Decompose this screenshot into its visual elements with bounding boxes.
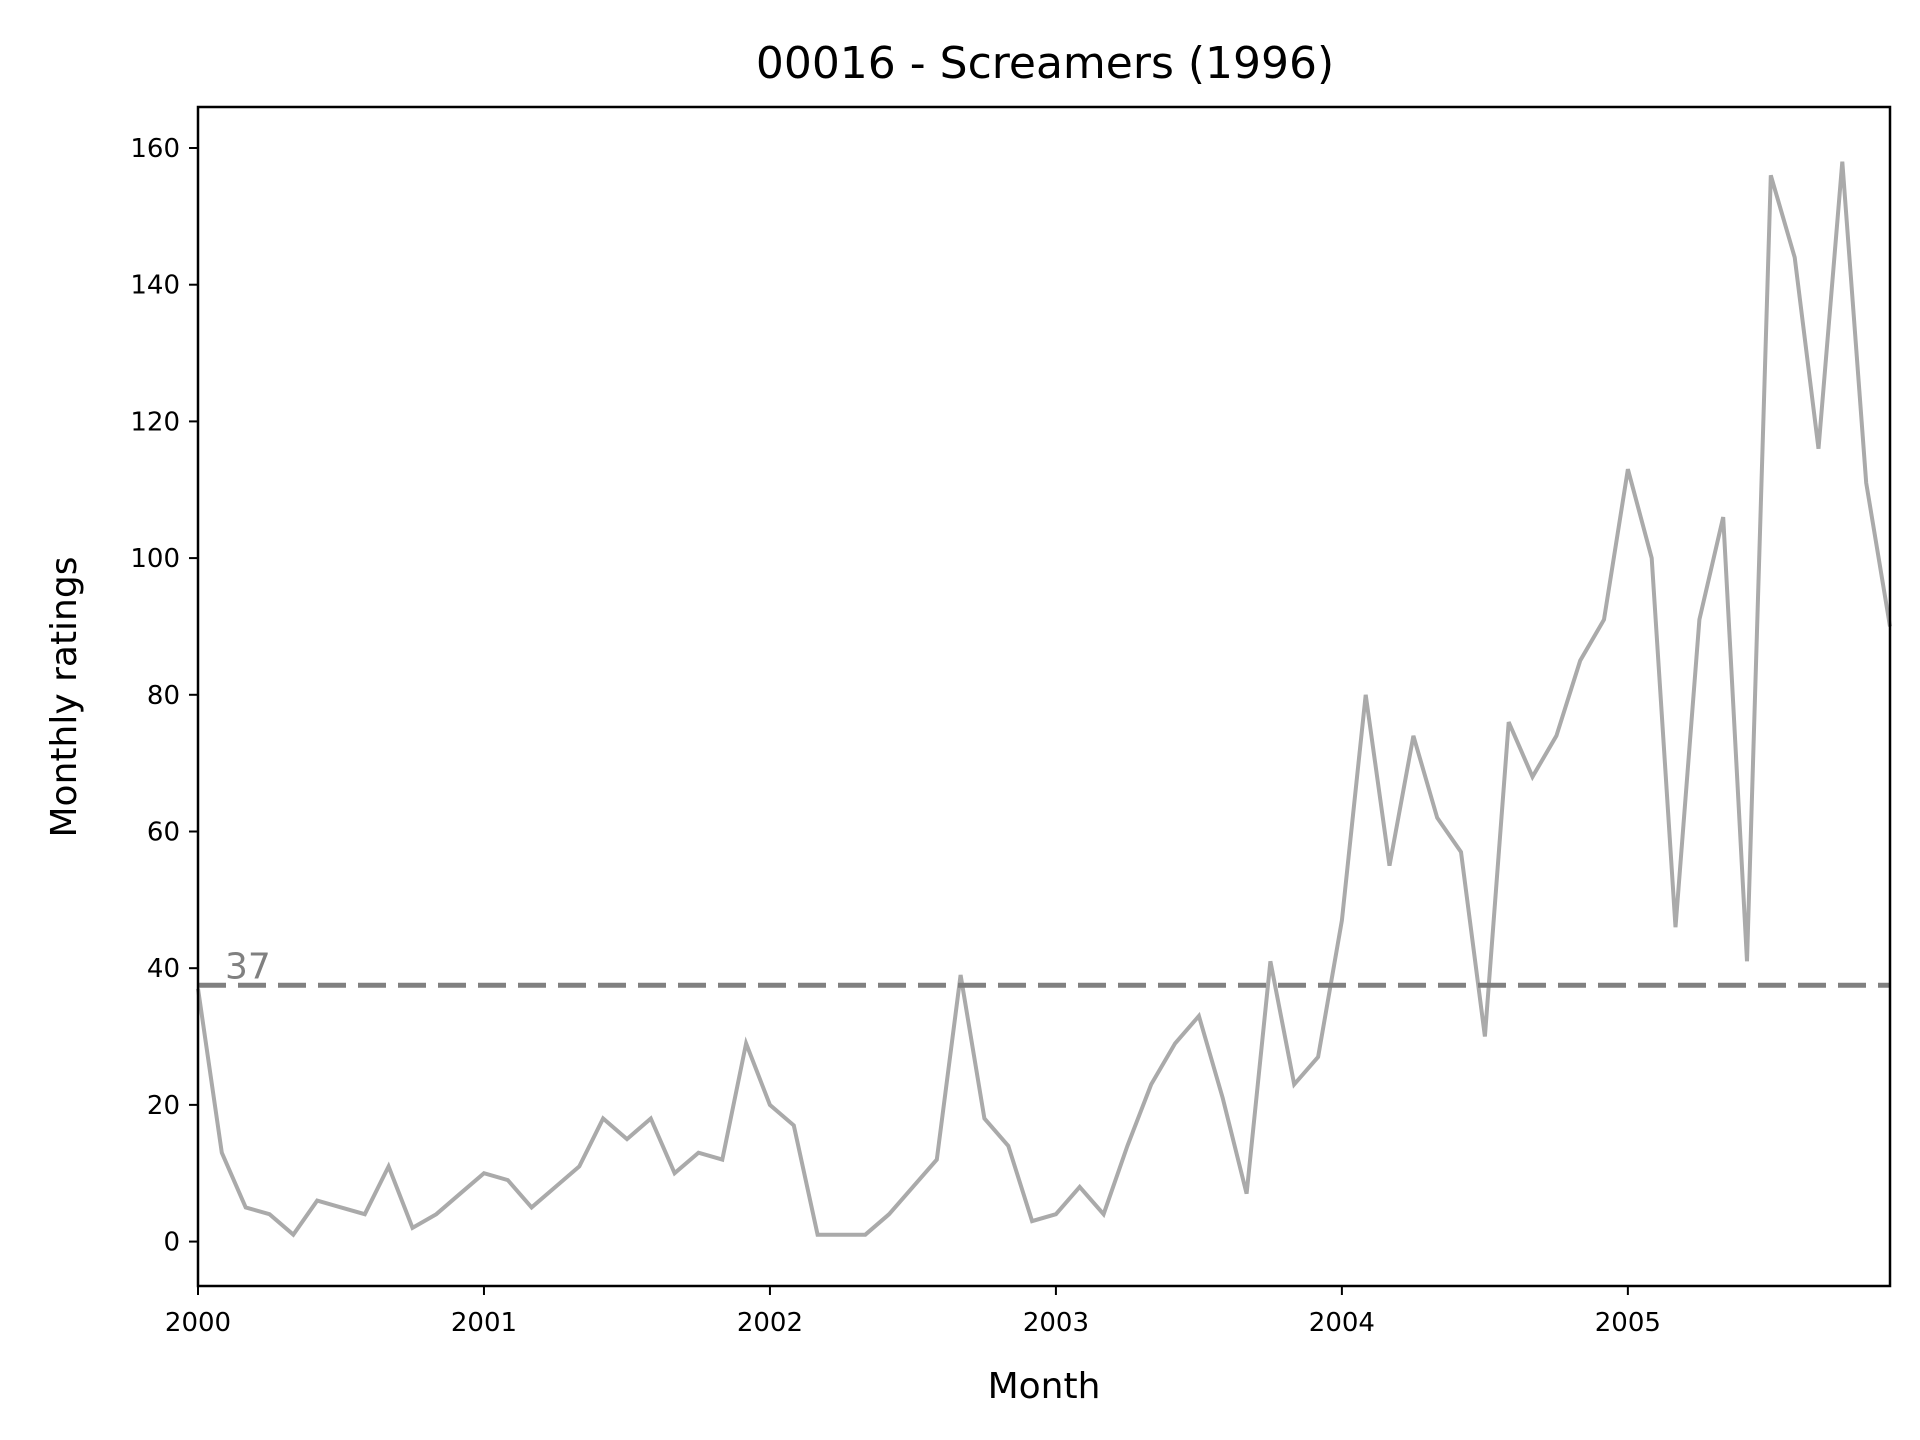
- x-tick-label: 2000: [165, 1308, 231, 1338]
- y-tick-label: 100: [130, 544, 180, 574]
- reference-line-label: 37: [225, 946, 271, 987]
- plot-area: 37: [196, 161, 1892, 1238]
- x-tick-label: 2001: [451, 1308, 517, 1338]
- y-tick-label: 40: [147, 954, 180, 984]
- y-tick-label: 0: [163, 1228, 180, 1258]
- y-tick-label: 20: [147, 1091, 180, 1121]
- x-axis-label: Month: [988, 1366, 1101, 1407]
- y-axis-label: Monthly ratings: [44, 557, 85, 838]
- y-tick-label: 160: [130, 134, 180, 164]
- x-axis: 2000 2001 2002 2003 2004 2005: [165, 1286, 1661, 1338]
- x-tick-label: 2005: [1595, 1308, 1661, 1338]
- x-tick-label: 2004: [1309, 1308, 1375, 1338]
- chart-title: 00016 - Screamers (1996): [756, 38, 1334, 89]
- y-axis: 0 20 40 60 80 100 120 140 160: [130, 134, 198, 1258]
- plot-frame: [196, 105, 1892, 1288]
- y-tick-label: 140: [130, 271, 180, 301]
- y-tick-label: 80: [147, 681, 180, 711]
- x-tick-label: 2003: [1023, 1308, 1089, 1338]
- x-tick-label: 2002: [737, 1308, 803, 1338]
- y-tick-label: 120: [130, 407, 180, 437]
- y-tick-label: 60: [147, 817, 180, 847]
- series-line-0: [196, 161, 1892, 1238]
